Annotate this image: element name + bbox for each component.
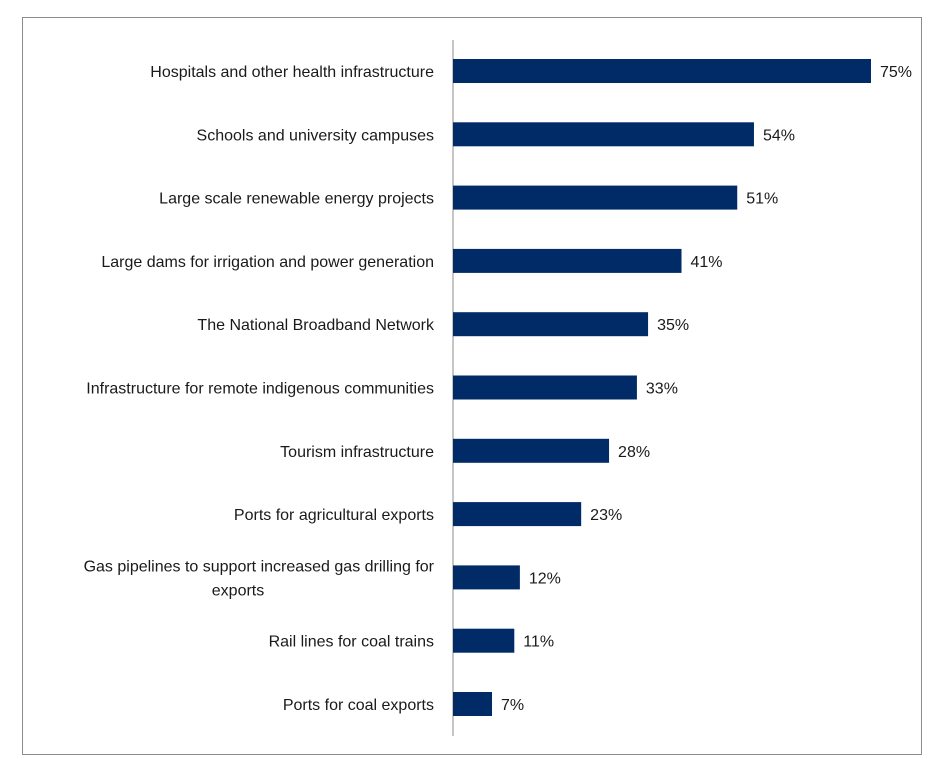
- value-label: 28%: [618, 444, 650, 461]
- bar: [453, 248, 682, 273]
- bar: [453, 312, 649, 337]
- value-label: 33%: [646, 381, 678, 398]
- value-label: 12%: [529, 570, 561, 587]
- bar: [453, 375, 637, 400]
- category-label: Gas pipelines to support increased gas d…: [84, 558, 435, 599]
- bar: [453, 122, 754, 147]
- value-label: 41%: [691, 254, 723, 271]
- category-label: Ports for agricultural exports: [234, 507, 434, 524]
- bar: [453, 185, 738, 210]
- bar: [453, 628, 515, 653]
- category-label: Infrastructure for remote indigenous com…: [86, 381, 434, 398]
- bar: [453, 59, 871, 83]
- bar: [453, 438, 610, 463]
- value-label: 75%: [880, 64, 912, 81]
- category-label: Tourism infrastructure: [280, 444, 434, 461]
- category-label: The National Broadband Network: [197, 317, 435, 334]
- bar: [453, 565, 520, 590]
- value-label: 11%: [523, 634, 554, 651]
- value-label: 54%: [763, 127, 795, 144]
- category-label: Hospitals and other health infrastructur…: [150, 64, 434, 81]
- category-label: Ports for coal exports: [283, 697, 434, 714]
- category-label: Large scale renewable energy projects: [159, 191, 434, 208]
- bar: [453, 692, 493, 716]
- category-label: Schools and university campuses: [197, 127, 434, 144]
- value-label: 7%: [501, 697, 524, 714]
- category-label: Rail lines for coal trains: [269, 634, 434, 651]
- bar: [453, 502, 582, 527]
- value-label: 35%: [657, 317, 689, 334]
- value-label: 51%: [746, 191, 778, 208]
- category-label: Large dams for irrigation and power gene…: [101, 254, 434, 271]
- value-label: 23%: [590, 507, 622, 524]
